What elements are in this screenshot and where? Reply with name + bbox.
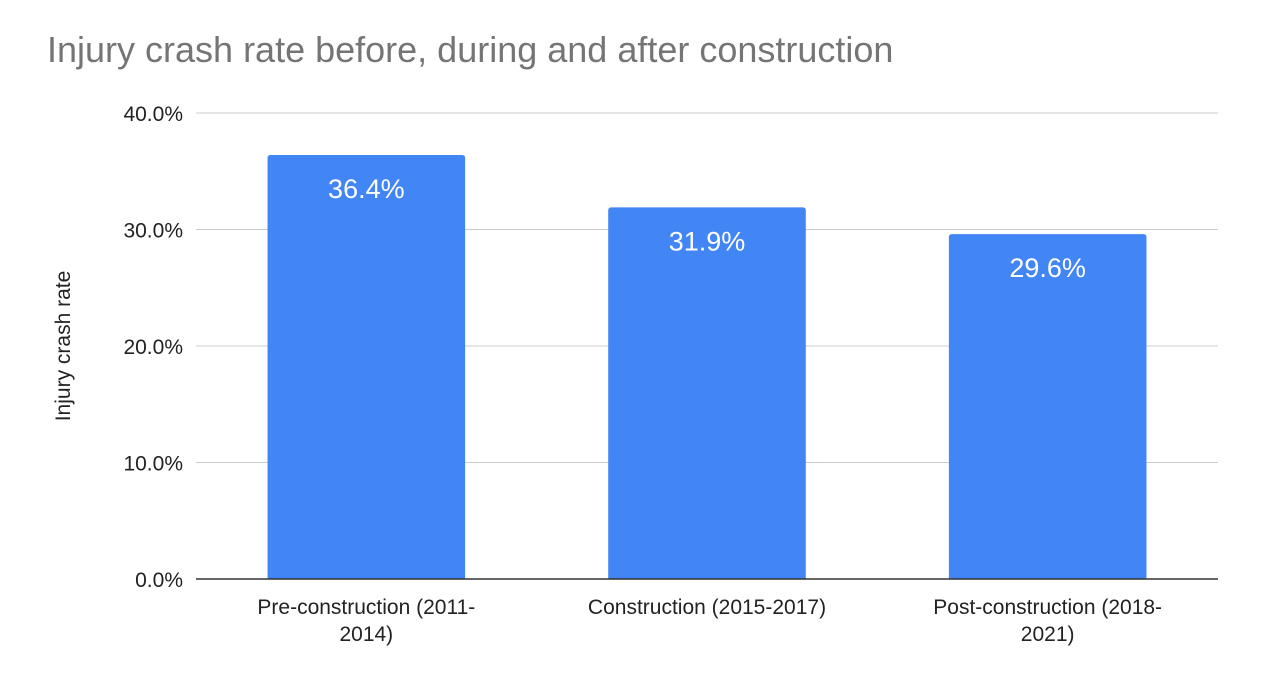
bar-data-label: 29.6% bbox=[1009, 253, 1086, 283]
bar bbox=[267, 154, 466, 579]
bar bbox=[608, 207, 806, 580]
x-category-label: 2021) bbox=[1021, 623, 1075, 646]
x-category-label: Pre-construction (2011- bbox=[257, 596, 475, 619]
chart-title: Injury crash rate before, during and aft… bbox=[47, 29, 893, 70]
y-axis-title: Injury crash rate bbox=[52, 271, 75, 422]
bar-data-label: 31.9% bbox=[669, 226, 746, 256]
x-axis-categories: Pre-construction (2011- 2014) Construction… bbox=[257, 596, 1162, 646]
y-tick-label: 40.0% bbox=[123, 103, 183, 126]
bar bbox=[948, 234, 1147, 579]
y-tick-label: 10.0% bbox=[123, 453, 183, 476]
y-tick-label: 0.0% bbox=[135, 569, 183, 592]
x-category-label: 2014) bbox=[339, 623, 393, 646]
x-category-label: Construction (2015-2017) bbox=[588, 596, 826, 619]
y-tick-label: 30.0% bbox=[123, 220, 183, 243]
y-tick-label: 20.0% bbox=[123, 336, 183, 359]
bar-data-label: 36.4% bbox=[328, 174, 405, 204]
x-category-label: Post-construction (2018- bbox=[933, 596, 1162, 619]
data-labels: 36.4% 31.9% 29.6% bbox=[328, 174, 1086, 283]
y-axis-ticks: 0.0% 10.0% 20.0% 30.0% 40.0% bbox=[123, 103, 183, 592]
bars bbox=[267, 154, 1147, 580]
